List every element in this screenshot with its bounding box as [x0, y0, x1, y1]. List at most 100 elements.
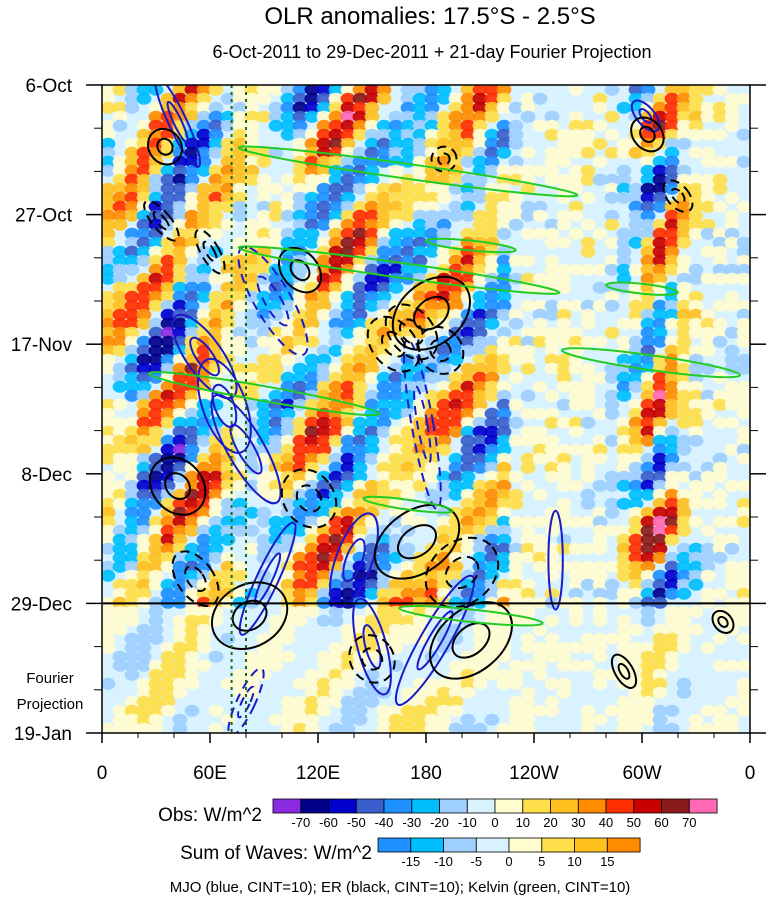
anomaly-cell [700, 569, 716, 582]
anomaly-cell [568, 605, 584, 618]
anomaly-cell [102, 434, 116, 447]
anomaly-cell [148, 407, 164, 420]
anomaly-cell [448, 254, 464, 267]
anomaly-cell [316, 416, 332, 429]
anomaly-cell [472, 128, 488, 141]
mjo-contour [638, 108, 653, 124]
anomaly-cell [208, 173, 224, 186]
anomaly-cell [280, 326, 296, 339]
anomaly-cell [592, 443, 608, 456]
anomaly-cell [616, 137, 632, 150]
anomaly-cell [664, 254, 680, 267]
anomaly-cell [364, 236, 380, 249]
anomaly-cell [688, 119, 704, 132]
anomaly-cell [112, 362, 128, 375]
anomaly-cell [148, 335, 164, 348]
anomaly-cell [460, 335, 476, 348]
anomaly-cell [484, 380, 500, 393]
anomaly-cell [664, 497, 680, 510]
anomaly-cell [148, 569, 164, 582]
anomaly-cell [304, 281, 320, 294]
anomaly-cell [568, 398, 584, 411]
anomaly-cell [388, 398, 404, 411]
anomaly-cell [556, 470, 572, 483]
kelvin-contour [237, 245, 561, 295]
anomaly-cell [292, 362, 308, 375]
anomaly-cell [628, 416, 644, 429]
anomaly-cell [268, 299, 284, 312]
anomaly-cell [736, 560, 750, 573]
anomaly-cell [232, 506, 248, 519]
anomaly-cell [484, 191, 500, 204]
anomaly-cell [232, 173, 248, 186]
anomaly-cell [496, 173, 512, 186]
anomaly-cell [352, 110, 368, 123]
anomaly-cell [640, 416, 656, 429]
waves-colorbar: -15 -10 -5 0 5 10 15 [377, 837, 641, 869]
waves-colorbar-level-label: -10 [434, 854, 453, 869]
anomaly-cell [640, 659, 656, 672]
anomaly-cell [280, 461, 296, 474]
waves-colorbar-swatch [410, 837, 444, 853]
anomaly-cell [400, 632, 416, 645]
anomaly-cell [520, 524, 536, 537]
anomaly-cell [196, 326, 212, 339]
obs-colorbar: -70 -60 -50 -40 -30 -20 -10 0 10 20 30 40 50 60 70 [272, 798, 718, 830]
anomaly-cell [160, 488, 176, 501]
anomaly-cell [124, 182, 140, 195]
anomaly-cell [280, 191, 296, 204]
anomaly-cell [508, 101, 524, 114]
anomaly-cell [544, 119, 560, 132]
anomaly-cell [736, 659, 750, 672]
anomaly-cell [232, 92, 248, 105]
anomaly-cell [160, 344, 176, 357]
anomaly-cell [664, 245, 680, 258]
anomaly-cell [268, 407, 284, 420]
anomaly-cell [232, 155, 248, 168]
anomaly-cell [256, 317, 272, 330]
anomaly-cell [616, 353, 632, 366]
anomaly-cell [628, 146, 644, 159]
anomaly-cell [364, 335, 380, 348]
anomaly-cell [400, 443, 416, 456]
anomaly-cell [208, 146, 224, 159]
anomaly-cell [160, 587, 176, 600]
anomaly-cell [388, 659, 404, 672]
anomaly-cell [676, 200, 692, 213]
anomaly-cell [352, 317, 368, 330]
anomaly-cell [232, 110, 248, 123]
anomaly-cell [568, 227, 584, 240]
anomaly-cell [124, 326, 140, 339]
anomaly-cell [628, 560, 644, 573]
anomaly-cell [424, 119, 440, 132]
anomaly-cell [352, 182, 368, 195]
anomaly-cell [652, 173, 668, 186]
anomaly-cell [712, 263, 728, 276]
anomaly-cell [568, 200, 584, 213]
anomaly-cell [340, 695, 356, 708]
anomaly-cell [184, 101, 200, 114]
anomaly-cell [340, 236, 356, 249]
anomaly-cell [148, 173, 164, 186]
anomaly-cell [700, 344, 716, 357]
er-contour [398, 318, 425, 346]
anomaly-cell [424, 542, 440, 555]
anomaly-cell [520, 353, 536, 366]
anomaly-cell [580, 389, 596, 402]
anomaly-cell [472, 101, 488, 114]
anomaly-cell [340, 92, 356, 105]
anomaly-cell [676, 326, 692, 339]
anomaly-cell [136, 164, 152, 177]
waves-colorbar-level-label: -5 [471, 854, 483, 869]
anomaly-cell [124, 461, 140, 474]
anomaly-cell [652, 569, 668, 582]
anomaly-cell [436, 380, 452, 393]
anomaly-cell [472, 218, 488, 231]
anomaly-cell [544, 407, 560, 420]
anomaly-cell [664, 434, 680, 447]
anomaly-cell [268, 443, 284, 456]
anomaly-cell [664, 155, 680, 168]
anomaly-cell [520, 641, 536, 654]
anomaly-cell [364, 416, 380, 429]
